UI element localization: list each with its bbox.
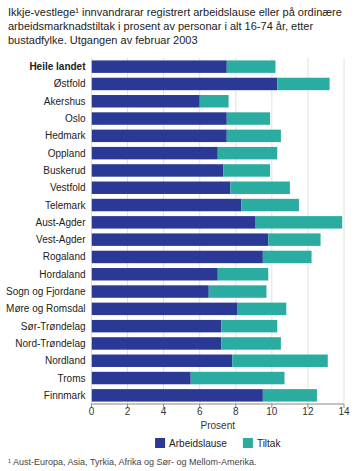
- category-label: Aust-Agder: [35, 217, 86, 228]
- tick-label: 2: [125, 406, 131, 417]
- grid-line: [199, 58, 200, 404]
- title-line: bustadfylke. Utgangen av februar 2003: [8, 34, 198, 46]
- bar-segment: [209, 285, 267, 297]
- category-label: Finnmark: [44, 390, 87, 401]
- x-axis-line: [92, 404, 344, 405]
- bar-segment: [218, 147, 278, 159]
- category-label: Hordaland: [39, 269, 85, 280]
- tick-label: 14: [338, 406, 350, 417]
- category-label: Oppland: [48, 148, 86, 159]
- category-label: Buskerud: [43, 165, 85, 176]
- tick-label: 8: [233, 406, 239, 417]
- bars: [92, 60, 343, 401]
- category-label: Vest-Agder: [36, 234, 86, 245]
- bar-segment: [268, 233, 320, 245]
- bar-segment: [256, 216, 343, 228]
- category-label: Sogn og Fjordane: [6, 286, 86, 297]
- grid-line: [344, 58, 345, 404]
- category-label: Telemark: [45, 200, 87, 211]
- legend: Arbeidslause Tiltak: [155, 438, 281, 449]
- tick-label: 6: [197, 406, 203, 417]
- bar-segment: [92, 337, 222, 349]
- bar-segment: [92, 112, 227, 124]
- grid-line: [127, 58, 128, 404]
- bar-segment: [92, 320, 222, 332]
- chart: Ikkje-vestlege¹ innvandrarar registrert …: [0, 0, 356, 471]
- bar-segment: [200, 95, 229, 107]
- tick-label: 0: [89, 406, 95, 417]
- bar-segment: [223, 164, 270, 176]
- legend-label: Tiltak: [257, 438, 282, 449]
- tick-label: 10: [266, 406, 278, 417]
- legend-label: Arbeidslause: [169, 438, 227, 449]
- x-axis-label: Prosent: [201, 420, 236, 431]
- bar-segment: [238, 303, 287, 315]
- bar-segment: [92, 268, 218, 280]
- legend-swatch: [155, 438, 165, 448]
- footnote-line: ¹ Aust-Europa, Asia, Tyrkia, Afrika og S…: [8, 457, 256, 467]
- grid-line: [307, 58, 308, 404]
- bar-segment: [191, 372, 285, 384]
- category-label: Heile landet: [29, 61, 86, 72]
- bar-segment: [92, 251, 263, 263]
- bar-segment: [227, 112, 270, 124]
- category-label: Østfold: [54, 78, 86, 89]
- legend-swatch: [243, 438, 253, 448]
- bar-segment: [92, 147, 218, 159]
- bar-segment: [92, 233, 269, 245]
- grid-line: [163, 58, 164, 404]
- bar-segment: [227, 60, 276, 72]
- bar-segment: [241, 199, 299, 211]
- footnote: ¹ Aust-Europa, Asia, Tyrkia, Afrika og S…: [8, 457, 256, 467]
- bar-segment: [92, 164, 224, 176]
- title-line: Ikkje-vestlege¹ innvandrarar registrert …: [8, 6, 342, 18]
- bar-segment: [232, 355, 328, 367]
- bar-segment: [263, 389, 317, 401]
- bar-segment: [92, 355, 233, 367]
- bar-segment: [92, 60, 227, 72]
- grid-line: [235, 58, 236, 404]
- category-label: Sør-Trøndelag: [21, 321, 86, 332]
- category-label: Møre og Romsdal: [6, 303, 85, 314]
- category-label: Rogaland: [43, 251, 86, 262]
- bar-segment: [218, 268, 268, 280]
- title: Ikkje-vestlege¹ innvandrarar registrert …: [8, 6, 342, 46]
- category-label: Nord-Trøndelag: [15, 338, 85, 349]
- bar-segment: [92, 130, 227, 142]
- grid-line: [91, 58, 92, 404]
- bar-segment: [221, 320, 277, 332]
- bar-segment: [92, 95, 200, 107]
- bar-segment: [92, 199, 242, 211]
- bar-segment: [227, 130, 281, 142]
- bar-segment: [92, 216, 256, 228]
- tick-label: 4: [161, 406, 167, 417]
- bar-segment: [230, 182, 290, 194]
- category-label: Oslo: [65, 113, 86, 124]
- category-label: Hedmark: [45, 130, 87, 141]
- bar-segment: [92, 372, 191, 384]
- category-label: Troms: [58, 373, 86, 384]
- category-label: Vestfold: [50, 182, 86, 193]
- grid-line: [271, 58, 272, 404]
- bar-segment: [92, 303, 238, 315]
- bar-segment: [92, 182, 231, 194]
- title-line: arbeidsmarknadstiltak i prosent av perso…: [8, 20, 313, 32]
- bar-segment: [277, 78, 329, 90]
- bar-segment: [92, 285, 209, 297]
- bar-segment: [263, 251, 312, 263]
- bar-segment: [221, 337, 281, 349]
- grid: [92, 58, 344, 404]
- tick-label: 12: [302, 406, 314, 417]
- bar-segment: [92, 389, 263, 401]
- category-label: Akershus: [44, 96, 86, 107]
- category-label: Nordland: [45, 355, 86, 366]
- bar-segment: [92, 78, 278, 90]
